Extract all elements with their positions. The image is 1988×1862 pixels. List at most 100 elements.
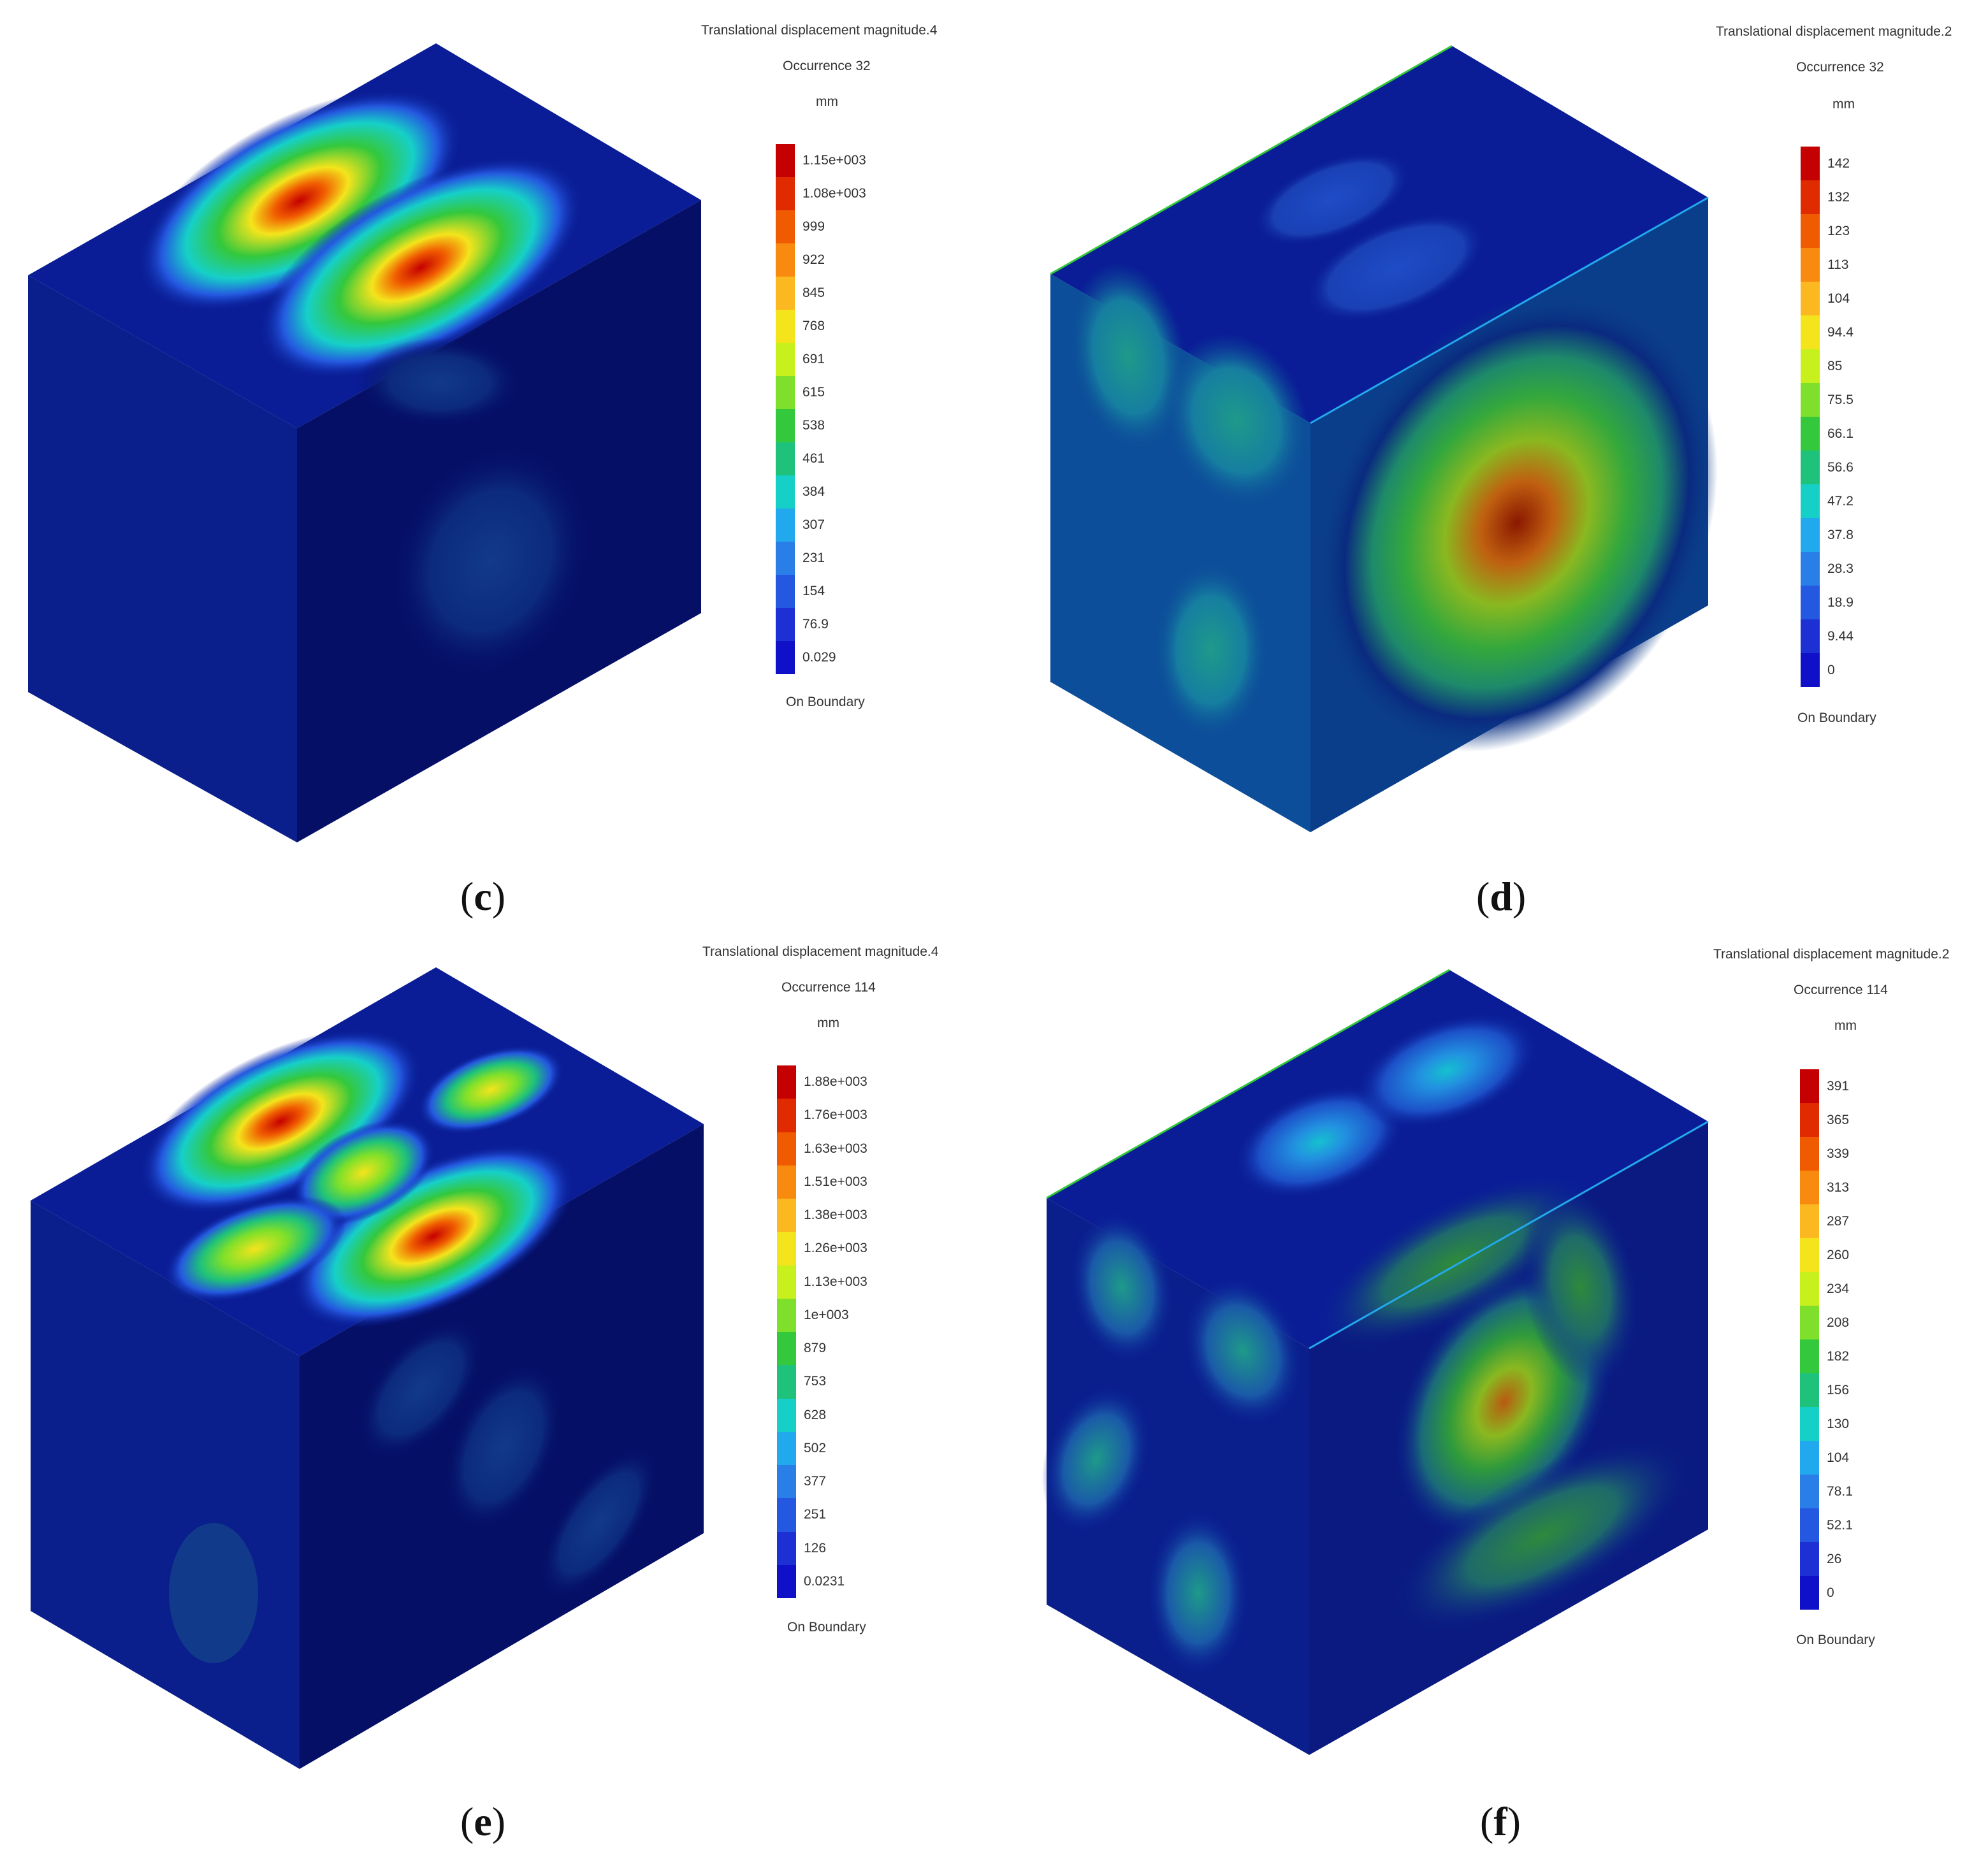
legend-tick-label: 251 bbox=[804, 1507, 827, 1522]
faint-spot bbox=[169, 1523, 258, 1663]
legend-tick-label: 132 bbox=[1827, 189, 1850, 205]
panel-d: Translational displacement magnitude.2 O… bbox=[994, 0, 1988, 930]
legend-tick-label: 182 bbox=[1827, 1348, 1850, 1364]
color-scale-segment bbox=[777, 1065, 796, 1099]
edge-highlight bbox=[1310, 196, 1709, 424]
legend-tick-label: 461 bbox=[802, 451, 825, 466]
edge-highlight bbox=[1309, 1120, 1709, 1350]
legend-tick-label: 260 bbox=[1827, 1247, 1850, 1262]
legend-tick-label: 691 bbox=[802, 352, 825, 366]
edge-spot bbox=[1154, 561, 1268, 739]
legend-tick-label: 9.44 bbox=[1827, 628, 1854, 644]
color-scale-segment bbox=[776, 310, 795, 343]
color-scale-segment bbox=[777, 1431, 796, 1465]
caption-letter: c bbox=[474, 874, 492, 919]
legend-tick-label: 123 bbox=[1827, 223, 1850, 238]
color-scale-segment bbox=[1800, 1137, 1819, 1171]
legend-footer: On Boundary bbox=[786, 695, 865, 709]
legend-tick-label: 502 bbox=[804, 1440, 827, 1455]
color-scale-segment bbox=[1801, 417, 1820, 451]
edge-spot bbox=[1070, 1211, 1174, 1363]
legend-tick-label: 126 bbox=[804, 1540, 827, 1555]
legend-tick-label: 234 bbox=[1827, 1281, 1850, 1296]
color-scale-segment bbox=[1800, 1171, 1819, 1204]
legend-tick-label: 999 bbox=[802, 219, 825, 234]
color-scale-segment bbox=[777, 1265, 796, 1299]
color-scale-segment bbox=[777, 1165, 796, 1199]
legend-tick-label: 1e+003 bbox=[804, 1307, 849, 1322]
color-scale-segment bbox=[1801, 248, 1820, 282]
edge-spot bbox=[1147, 1510, 1249, 1676]
hotspot bbox=[139, 1029, 422, 1214]
caption-e: (e) bbox=[460, 1799, 506, 1844]
legend-title: Translational displacement magnitude.4 bbox=[702, 944, 939, 959]
color-scale-segment bbox=[1800, 1373, 1819, 1407]
color-scale-segment bbox=[1800, 1306, 1819, 1339]
color-scale-segment bbox=[1800, 1204, 1819, 1238]
legend-tick-label: 538 bbox=[802, 418, 825, 433]
color-scale-segment bbox=[776, 641, 795, 674]
color-scale-segment bbox=[776, 575, 795, 608]
top-spot bbox=[1233, 1085, 1405, 1199]
legend-tick-label: 154 bbox=[802, 584, 825, 598]
color-scale-segment bbox=[777, 1398, 796, 1432]
legend-tick-label: 922 bbox=[802, 252, 825, 267]
color-scale-bar bbox=[1801, 147, 1820, 687]
legend-unit: mm bbox=[1832, 97, 1855, 112]
color-scale-bar bbox=[777, 1065, 796, 1598]
color-scale-segment bbox=[777, 1531, 796, 1565]
edge-highlight bbox=[1046, 969, 1450, 1199]
legend-tick-label: 75.5 bbox=[1827, 392, 1854, 407]
color-scale-segment bbox=[1800, 1272, 1819, 1306]
color-scale-segment bbox=[1800, 1475, 1819, 1508]
color-scale-segment bbox=[1800, 1508, 1819, 1542]
color-scale-segment bbox=[777, 1199, 796, 1232]
color-scale-segment bbox=[777, 1132, 796, 1166]
color-scale-segment bbox=[776, 177, 795, 210]
legend-tick-label: 37.8 bbox=[1827, 527, 1854, 542]
warm-spot bbox=[164, 1195, 346, 1303]
top-spot bbox=[1305, 213, 1486, 322]
legend-tick-label: 628 bbox=[804, 1407, 827, 1422]
hotspot bbox=[258, 156, 583, 379]
color-scale-segment bbox=[777, 1232, 796, 1266]
legend-occurrence: Occurrence 114 bbox=[1794, 983, 1888, 997]
color-scale-segment bbox=[776, 509, 795, 542]
color-scale-segment bbox=[1801, 586, 1820, 619]
legend-occurrence: Occurrence 32 bbox=[783, 59, 871, 73]
legend-title: Translational displacement magnitude.2 bbox=[1713, 947, 1950, 962]
legend-tick-label: 94.4 bbox=[1827, 324, 1854, 340]
legend-tick-label: 365 bbox=[1827, 1112, 1850, 1127]
edge-spot bbox=[1069, 262, 1187, 452]
legend-tick-label: 113 bbox=[1827, 257, 1849, 272]
legend-tick-label: 0.029 bbox=[802, 650, 836, 665]
legend-tick-label: 287 bbox=[1827, 1213, 1850, 1229]
color-scale-segment bbox=[777, 1365, 796, 1399]
legend-tick-label: 52.1 bbox=[1827, 1517, 1853, 1533]
hotspot bbox=[1316, 293, 1718, 752]
panel-c: Translational displacement magnitude.4 O… bbox=[0, 0, 994, 930]
legend-unit: mm bbox=[816, 94, 838, 109]
color-scale-bar bbox=[1800, 1069, 1819, 1610]
panel-e: Translational displacement magnitude.4 O… bbox=[0, 930, 994, 1862]
legend-tick-label: 1.15e+003 bbox=[802, 153, 866, 168]
legend-unit: mm bbox=[817, 1016, 839, 1030]
warm-spot bbox=[417, 1045, 564, 1134]
color-scale-segment bbox=[776, 442, 795, 475]
legend-tick-label: 0 bbox=[1827, 662, 1835, 677]
simulation-cube-e bbox=[31, 967, 704, 1769]
color-scale-segment bbox=[776, 475, 795, 509]
top-spot bbox=[1254, 152, 1411, 246]
color-scale-segment bbox=[1801, 383, 1820, 417]
warm-spot bbox=[291, 1120, 435, 1225]
color-scale-segment bbox=[1801, 180, 1820, 214]
caption-f: (f) bbox=[1480, 1799, 1521, 1844]
color-scale-segment bbox=[1801, 147, 1820, 180]
legend-tick-label: 879 bbox=[804, 1341, 827, 1356]
faint-spot bbox=[357, 338, 523, 427]
hotspot bbox=[292, 1144, 575, 1329]
color-scale-segment bbox=[1800, 1069, 1819, 1103]
legend-f: Translational displacement magnitude.2 O… bbox=[1699, 944, 1988, 1658]
color-scale-segment bbox=[1800, 1542, 1819, 1576]
legend-d: Translational displacement magnitude.2 O… bbox=[1702, 19, 1988, 733]
